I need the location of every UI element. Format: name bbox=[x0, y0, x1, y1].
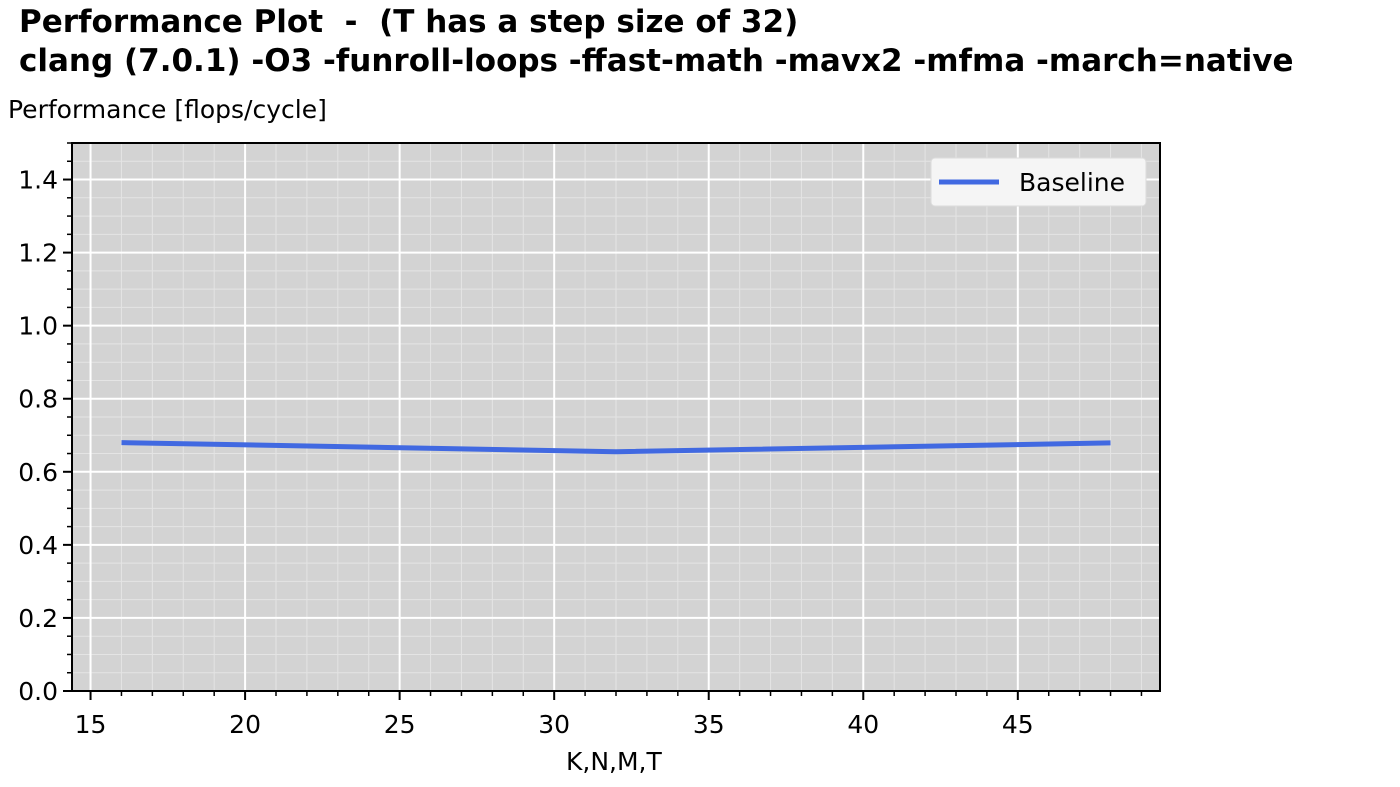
series-line-baseline bbox=[121, 440, 1111, 455]
x-tick-label: 15 bbox=[75, 710, 107, 739]
x-tick-label: 25 bbox=[384, 710, 416, 739]
y-tick-label: 1.0 bbox=[18, 312, 58, 341]
y-tick-label: 0.6 bbox=[18, 458, 58, 487]
x-axis-label: K,N,M,T bbox=[566, 747, 662, 776]
chart-title-line-1: Performance Plot - (T has a step size of… bbox=[19, 4, 799, 40]
x-tick-label: 45 bbox=[1002, 710, 1034, 739]
x-tick-label: 20 bbox=[229, 710, 261, 739]
y-tick-label: 0.8 bbox=[18, 385, 58, 414]
y-axis-label: Performance [flops/cycle] bbox=[8, 95, 327, 124]
y-tick-label: 1.4 bbox=[18, 166, 58, 195]
y-tick-label: 0.0 bbox=[18, 677, 58, 706]
x-tick-label: 40 bbox=[847, 710, 879, 739]
y-tick-label: 1.2 bbox=[18, 239, 58, 268]
chart-title-line-2: clang (7.0.1) -O3 -funroll-loops -ffast-… bbox=[19, 43, 1294, 79]
y-tick-label: 0.2 bbox=[18, 604, 58, 633]
x-tick-label: 35 bbox=[693, 710, 725, 739]
legend-box bbox=[930, 157, 1147, 207]
legend-label-baseline: Baseline bbox=[1019, 168, 1125, 197]
y-tick-label: 0.4 bbox=[18, 531, 58, 560]
x-tick-label: 30 bbox=[538, 710, 570, 739]
